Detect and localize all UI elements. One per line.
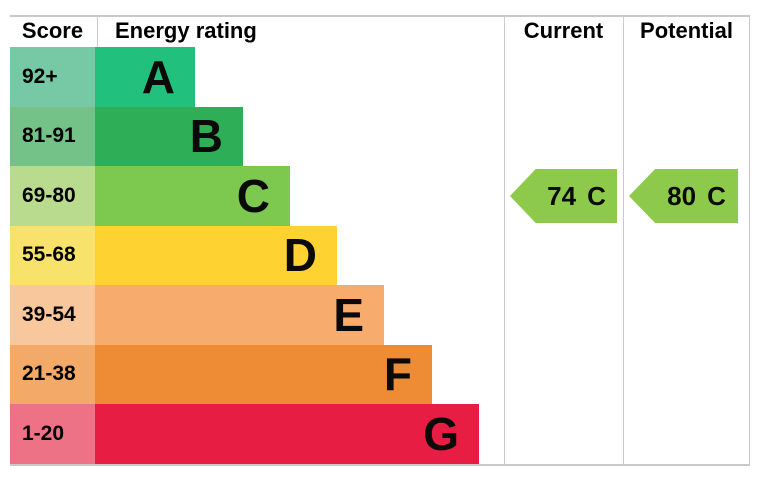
current-rating-arrow: 74 C: [510, 169, 617, 223]
potential-score-value: 80: [667, 180, 697, 211]
rating-bands: 92+ A 81-91 B 69-80 C 55-68 D 39-54 E 21…: [10, 47, 504, 464]
score-range-b: 81-91: [10, 106, 95, 166]
score-range-d: 55-68: [10, 225, 95, 285]
score-range-g: 1-20: [10, 404, 95, 464]
potential-rating-arrow: 80 C: [629, 169, 738, 223]
band-row-f: 21-38 F: [10, 344, 504, 404]
band-row-b: 81-91 B: [10, 106, 504, 166]
current-column-divider: [504, 15, 505, 465]
band-row-g: 1-20 G: [10, 404, 504, 464]
score-column-header: Score: [21, 18, 84, 43]
score-range-f: 21-38: [10, 344, 95, 404]
rating-letter-e: E: [333, 288, 364, 341]
rating-letter-f: F: [383, 348, 412, 401]
potential-rating-letter: C: [707, 180, 726, 211]
band-row-e: 39-54 E: [10, 285, 504, 345]
band-row-d: 55-68 D: [10, 225, 504, 285]
score-range-e: 39-54: [10, 285, 95, 345]
score-range-c: 69-80: [10, 166, 95, 226]
rating-letter-b: B: [189, 110, 223, 163]
table-right-border: [749, 15, 750, 465]
rating-letter-g: G: [423, 407, 459, 460]
energy-rating-column-header: Energy rating: [115, 18, 257, 43]
band-row-a: 92+ A: [10, 47, 504, 107]
rating-bar-f: F: [95, 344, 432, 404]
current-column-header: Current: [523, 18, 604, 43]
band-row-c: 69-80 C: [10, 166, 504, 226]
current-score-value: 74: [547, 180, 577, 211]
rating-bar-a: A: [95, 47, 195, 107]
score-column-divider: [97, 15, 98, 48]
rating-bar-c: C: [95, 166, 290, 226]
potential-column-header: Potential: [640, 18, 733, 43]
table-top-border: [10, 15, 750, 17]
rating-letter-c: C: [236, 169, 270, 222]
rating-bar-g: G: [95, 404, 479, 464]
rating-letter-a: A: [141, 50, 175, 103]
rating-bar-e: E: [95, 285, 384, 345]
current-rating-letter: C: [587, 180, 606, 211]
rating-letter-d: D: [283, 229, 317, 282]
score-range-a: 92+: [10, 47, 95, 107]
rating-bar-d: D: [95, 225, 337, 285]
rating-bar-b: B: [95, 106, 243, 166]
potential-column-divider: [623, 15, 624, 465]
table-bottom-border: [10, 464, 750, 466]
